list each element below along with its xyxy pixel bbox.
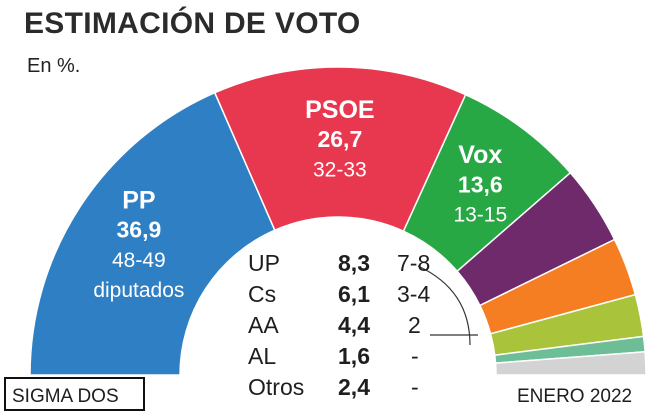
- slice-pp: [29, 91, 276, 376]
- source-label: SIGMA DOS: [12, 386, 119, 407]
- table-value-al: 1,6: [338, 343, 370, 369]
- chart-title: ESTIMACIÓN DE VOTO: [24, 6, 361, 40]
- label-vox-value: 13,6: [458, 171, 503, 197]
- table-value-otros: 2,4: [338, 374, 370, 400]
- slice-otros: [494, 350, 647, 376]
- table-seats-aa: 2: [408, 312, 421, 338]
- source-box: [4, 377, 145, 411]
- table-name-aa: AA: [248, 312, 279, 338]
- table-name-cs: Cs: [248, 281, 276, 307]
- chart-subtitle: En %.: [27, 55, 80, 77]
- table-seats-al: -: [411, 343, 419, 369]
- label-psoe-name: PSOE: [305, 96, 374, 124]
- label-pp-value: 36,9: [116, 217, 161, 243]
- slice-psoe: [213, 66, 467, 233]
- small-party-table: UP 8,3 7-8 Cs 6,1 3-4 AA 4,4 2 AL 1,6 - Otros 2,4 -: [248, 250, 430, 400]
- table-name-up: UP: [248, 250, 280, 276]
- table-name-otros: Otros: [248, 374, 304, 400]
- table-seats-cs: 3-4: [397, 281, 430, 307]
- table-value-aa: 4,4: [338, 312, 370, 338]
- label-vox-name: Vox: [458, 141, 502, 169]
- label-psoe-value: 26,7: [317, 126, 362, 152]
- label-pp-name: PP: [122, 186, 155, 214]
- leader-line-up: [417, 265, 471, 346]
- label-vox-seats: 13-15: [453, 204, 507, 227]
- table-seats-otros: -: [411, 374, 419, 400]
- label-pp-seats: 48-49: [112, 249, 166, 272]
- date-label: ENERO 2022: [517, 386, 632, 407]
- table-seats-up: 7-8: [397, 250, 430, 276]
- table-value-up: 8,3: [338, 250, 370, 276]
- label-pp-seats-suffix: diputados: [93, 279, 184, 302]
- label-psoe-seats: 32-33: [313, 158, 367, 181]
- table-value-cs: 6,1: [338, 281, 370, 307]
- table-name-al: AL: [248, 343, 276, 369]
- semicircle-slices: [29, 66, 647, 376]
- leader-lines: [417, 265, 478, 346]
